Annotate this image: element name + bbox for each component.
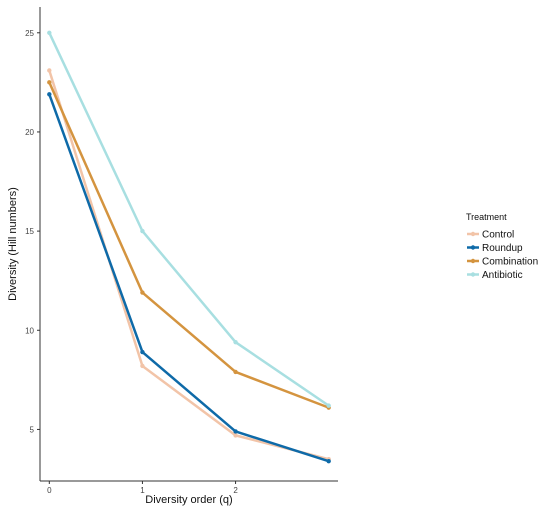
data-point-antibiotic — [47, 30, 52, 35]
legend-swatch-point — [470, 245, 476, 250]
legend-item-control: Control — [467, 230, 514, 241]
y-tick-label: 15 — [25, 227, 34, 236]
legend-label: Roundup — [482, 243, 523, 254]
legend-item-antibiotic: Antibiotic — [467, 270, 523, 281]
y-tick-label: 25 — [25, 29, 34, 38]
plot-area: 5 10 15 20 25 0 1 2 — [25, 7, 338, 495]
data-point-roundup — [140, 349, 145, 355]
x-tick-label: 1 — [140, 486, 145, 495]
data-point-roundup — [233, 429, 238, 434]
y-tick-label: 20 — [25, 128, 34, 137]
x-tick-label: 0 — [47, 486, 52, 495]
data-point-roundup — [326, 458, 331, 464]
y-axis-title: Diversity (Hill numbers) — [7, 187, 19, 301]
data-point-roundup — [47, 92, 52, 97]
series-antibiotic — [47, 30, 331, 408]
series-line-antibiotic — [48, 31, 330, 407]
legend-label: Combination — [482, 257, 538, 268]
y-axis-ticks: 5 10 15 20 25 — [25, 29, 40, 434]
series-roundup — [47, 92, 331, 464]
series-combination — [47, 80, 331, 410]
data-point-control — [47, 68, 52, 73]
y-tick-label: 10 — [25, 326, 34, 335]
legend-item-roundup: Roundup — [467, 243, 523, 254]
x-axis-title: Diversity order (q) — [145, 494, 232, 506]
data-point-antibiotic — [233, 339, 238, 345]
data-point-control — [233, 433, 238, 438]
series-line-control — [48, 69, 330, 461]
data-point-combination — [47, 80, 52, 85]
legend: Treatment Control Roundup Combination Antib… — [466, 212, 538, 281]
legend-swatch-point — [470, 272, 476, 277]
data-point-combination — [140, 290, 145, 295]
legend-label: Control — [482, 230, 514, 241]
series-line-combination — [48, 81, 330, 409]
legend-item-combination: Combination — [467, 257, 538, 268]
legend-items: Control Roundup Combination Antibiotic — [467, 230, 538, 281]
x-axis-ticks: 0 1 2 — [47, 481, 238, 495]
series-control — [47, 68, 331, 462]
legend-label: Antibiotic — [482, 270, 523, 281]
x-tick-label: 2 — [233, 486, 238, 495]
data-point-antibiotic — [326, 403, 331, 408]
data-point-antibiotic — [140, 228, 145, 234]
legend-swatch-point — [470, 231, 476, 237]
legend-title: Treatment — [466, 212, 507, 222]
series-line-roundup — [48, 93, 330, 463]
legend-swatch-point — [470, 258, 476, 264]
data-point-control — [140, 363, 145, 369]
data-point-combination — [233, 369, 238, 375]
y-tick-label: 5 — [30, 425, 35, 434]
series-lines — [47, 30, 331, 464]
